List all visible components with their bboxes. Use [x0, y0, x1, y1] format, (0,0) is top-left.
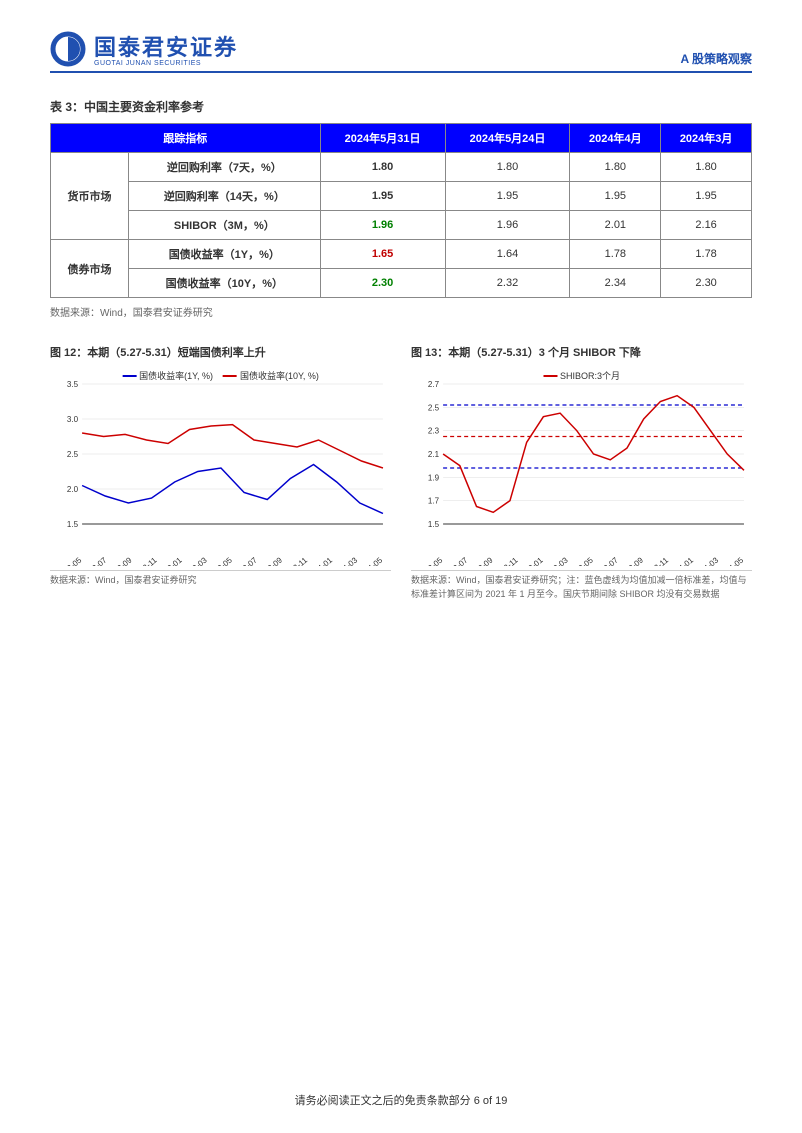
- svg-text:2023-07: 2023-07: [592, 555, 621, 566]
- table-row-indicator: 逆回购利率（14天，%）: [129, 182, 321, 211]
- legend-item: 国债收益率(10Y, %): [223, 369, 319, 382]
- svg-text:2023-03: 2023-03: [180, 555, 209, 566]
- table-cell: 2.32: [445, 269, 570, 298]
- table-cell: 1.96: [445, 211, 570, 240]
- svg-text:3.0: 3.0: [67, 415, 79, 424]
- svg-text:1.7: 1.7: [428, 497, 440, 506]
- footer: 请务必阅读正文之后的免责条款部分 6 of 19: [0, 1092, 802, 1108]
- table3-source: 数据来源：Wind，国泰君安证券研究: [50, 304, 752, 319]
- table-row-indicator: 国债收益率（10Y，%）: [129, 269, 321, 298]
- chart13-title: 图 13：本期（5.27-5.31）3 个月 SHIBOR 下降: [411, 344, 752, 360]
- table-cell: 2.01: [570, 211, 661, 240]
- table3-title: 表 3：中国主要资金利率参考: [50, 98, 752, 115]
- svg-text:2.7: 2.7: [428, 380, 440, 389]
- svg-text:2022-11: 2022-11: [492, 555, 520, 566]
- chart13-area: 1.51.71.92.12.32.52.72022-052022-072022-…: [411, 366, 752, 566]
- svg-text:2023-09: 2023-09: [256, 555, 285, 566]
- footer-text: 请务必阅读正文之后的免责条款部分: [295, 1095, 471, 1107]
- th-indicator: 跟踪指标: [51, 124, 321, 153]
- svg-text:1.5: 1.5: [428, 520, 440, 529]
- svg-text:2024-01: 2024-01: [667, 555, 696, 566]
- chart12-legend: 国债收益率(1Y, %) 国债收益率(10Y, %): [119, 368, 322, 383]
- th-col3: 2024年4月: [570, 124, 661, 153]
- th-col4: 2024年3月: [661, 124, 752, 153]
- legend-item: SHIBOR:3个月: [543, 369, 620, 382]
- footer-page: 6 of 19: [474, 1095, 508, 1107]
- svg-text:2022-09: 2022-09: [105, 555, 134, 566]
- svg-text:2.5: 2.5: [428, 403, 440, 412]
- svg-text:2023-11: 2023-11: [281, 555, 309, 566]
- svg-text:2.5: 2.5: [67, 450, 79, 459]
- logo-en: GUOTAI JUNAN SECURITIES: [94, 60, 238, 67]
- th-col2: 2024年5月24日: [445, 124, 570, 153]
- svg-text:2023-07: 2023-07: [231, 555, 260, 566]
- table-cell: 2.30: [661, 269, 752, 298]
- table-row-indicator: 逆回购利率（7天，%）: [129, 153, 321, 182]
- svg-text:2024-03: 2024-03: [331, 555, 360, 566]
- svg-text:2024-01: 2024-01: [306, 555, 335, 566]
- svg-text:2022-05: 2022-05: [416, 555, 445, 566]
- svg-text:1.5: 1.5: [67, 520, 79, 529]
- svg-text:2024-05: 2024-05: [356, 555, 385, 566]
- table-cell: 1.80: [570, 153, 661, 182]
- svg-text:2022-07: 2022-07: [441, 555, 470, 566]
- table-cell: 1.95: [661, 182, 752, 211]
- table-cell: 1.78: [570, 240, 661, 269]
- table-cell: 1.80: [445, 153, 570, 182]
- svg-text:2.1: 2.1: [428, 450, 440, 459]
- logo-cn: 国泰君安证券: [94, 35, 238, 60]
- table-cell: 1.78: [661, 240, 752, 269]
- svg-text:2.3: 2.3: [428, 427, 440, 436]
- table-cell: 1.65: [320, 240, 445, 269]
- chart13-legend: SHIBOR:3个月: [540, 368, 623, 383]
- doc-title: A 股策略观察: [680, 50, 752, 67]
- th-col1: 2024年5月31日: [320, 124, 445, 153]
- svg-text:2022-05: 2022-05: [55, 555, 84, 566]
- svg-text:2024-05: 2024-05: [717, 555, 746, 566]
- table-row-indicator: SHIBOR（3M，%）: [129, 211, 321, 240]
- logo-icon: [50, 31, 86, 67]
- chart12-area: 1.5 2.0 2.5 3.0 3.5 2022-052022-072022-092022…: [50, 366, 391, 566]
- table-cell: 2.30: [320, 269, 445, 298]
- svg-text:2022-07: 2022-07: [80, 555, 109, 566]
- svg-text:1.9: 1.9: [428, 473, 440, 482]
- svg-text:2023-01: 2023-01: [155, 555, 184, 566]
- table-cell: 1.80: [320, 153, 445, 182]
- svg-text:2022-09: 2022-09: [466, 555, 495, 566]
- svg-text:2023-01: 2023-01: [516, 555, 545, 566]
- chart12-source: 数据来源：Wind，国泰君安证券研究: [50, 570, 391, 588]
- table-cell: 1.96: [320, 211, 445, 240]
- table3: 跟踪指标 2024年5月31日 2024年5月24日 2024年4月 2024年…: [50, 123, 752, 298]
- table-cell: 1.80: [661, 153, 752, 182]
- svg-text:2.0: 2.0: [67, 485, 79, 494]
- svg-text:2023-05: 2023-05: [206, 555, 235, 566]
- page-header: 国泰君安证券 GUOTAI JUNAN SECURITIES A 股策略观察: [50, 30, 752, 73]
- chart12-title: 图 12：本期（5.27-5.31）短端国债利率上升: [50, 344, 391, 360]
- svg-text:2022-11: 2022-11: [131, 555, 159, 566]
- svg-text:2023-11: 2023-11: [642, 555, 670, 566]
- table-row-indicator: 国债收益率（1Y，%）: [129, 240, 321, 269]
- group-bond-market: 债券市场: [51, 240, 129, 298]
- chart13-source: 数据来源：Wind，国泰君安证券研究；注：蓝色虚线为均值加减一倍标准差，均值与标…: [411, 570, 752, 601]
- table-cell: 1.95: [320, 182, 445, 211]
- legend-item: 国债收益率(1Y, %): [122, 369, 213, 382]
- svg-text:3.5: 3.5: [67, 380, 79, 389]
- svg-text:2023-03: 2023-03: [541, 555, 570, 566]
- table-cell: 1.64: [445, 240, 570, 269]
- svg-text:2024-03: 2024-03: [692, 555, 721, 566]
- table-cell: 2.16: [661, 211, 752, 240]
- svg-text:2023-09: 2023-09: [617, 555, 646, 566]
- table-cell: 2.34: [570, 269, 661, 298]
- group-money-market: 货币市场: [51, 153, 129, 240]
- logo-block: 国泰君安证券 GUOTAI JUNAN SECURITIES: [50, 30, 238, 67]
- table-cell: 1.95: [445, 182, 570, 211]
- table-cell: 1.95: [570, 182, 661, 211]
- svg-text:2023-05: 2023-05: [567, 555, 596, 566]
